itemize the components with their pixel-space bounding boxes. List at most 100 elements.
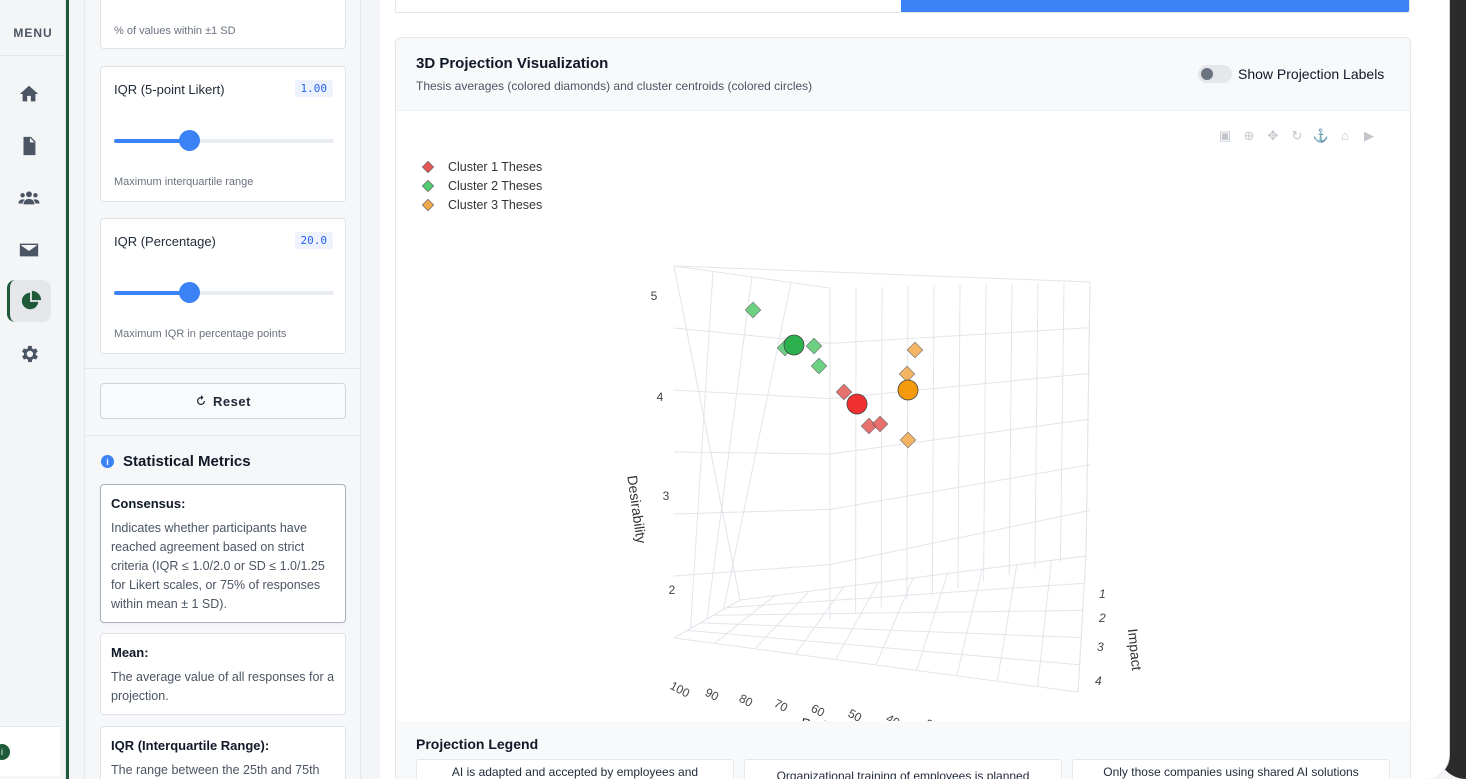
definition-title: Mean: [111,645,149,660]
divider [85,435,360,436]
nav-rail: MENU i [0,0,66,779]
toggle-label: Show Projection Labels [1238,66,1385,82]
grid-line [726,582,1085,609]
nav-users[interactable] [7,177,51,219]
plot-area[interactable]: 5432Desirability12345Impact1009080706050… [396,112,1410,748]
nav-analytics[interactable] [7,280,51,322]
iqr-likert-slider[interactable] [114,130,334,151]
settings-panel: % of values within ±1 SD IQR (5-point Li… [84,0,361,779]
home-icon [19,85,39,102]
x-tick-label: 80 [737,691,756,710]
cluster-centroid [783,334,805,356]
definition-title: IQR (Interquartile Range): [111,738,270,753]
x-tick-label: 100 [668,679,693,701]
scatter-3d-chart[interactable]: 5432Desirability12345Impact1009080706050… [396,112,1410,748]
y-tick-label: 4 [1095,674,1102,688]
legend-marker [421,179,435,193]
nav-home[interactable] [7,73,51,115]
video-camera-icon[interactable]: ▶ [1364,128,1374,143]
pie-chart-icon [21,290,41,310]
iqr-likert-title: IQR (5-point Likert) [114,82,225,97]
slider-fill [114,139,189,143]
iqr-percent-slider[interactable] [114,282,334,303]
y-tick-label: 1 [1099,587,1106,601]
panel-title: 3D Projection Visualization [416,55,609,72]
cluster-centroid [846,393,868,415]
z-tick-label: 5 [651,289,658,303]
rail-border [66,0,69,779]
grid-line [713,609,1083,616]
thesis-diamond [805,337,823,355]
nav-messages[interactable] [7,229,51,271]
definition-title: Consensus: [111,496,186,511]
orbit-rotation-icon[interactable]: ↻ [1291,128,1303,143]
x-tick-label: 70 [772,696,791,715]
slider-fill [114,291,189,295]
legend-card[interactable]: AI is adapted and accepted by employees … [416,759,734,779]
nav-settings[interactable] [7,333,51,375]
camera-icon[interactable]: ▣ [1218,128,1232,143]
thesis-diamond [835,383,853,401]
legend-card[interactable]: Only those companies using shared AI sol… [1072,759,1390,779]
definition-text: Indicates whether participants have reac… [111,521,325,611]
z-tick-label: 3 [663,489,670,503]
slider-handle[interactable] [178,282,200,303]
x-tick-label: 50 [846,706,865,722]
active-tab-indicator[interactable] [901,0,1409,12]
y-axis-title: Impact [1125,628,1145,672]
y-tick-label: 2 [1098,611,1106,625]
projection-labels-toggle[interactable]: Show Projection Labels [1198,65,1384,83]
grid-line [996,564,1018,682]
legend-marker [421,160,435,174]
zoom-icon[interactable]: ⊕ [1243,128,1255,143]
definition-text: The range between the 25th and 75th [111,763,320,777]
pan-icon[interactable]: ✥ [1267,128,1279,143]
grid-line [1077,555,1087,693]
iqr-percent-card: IQR (Percentage) 20.0 Maximum IQR in per… [100,218,346,354]
sd-criterion-card: % of values within ±1 SD [100,0,346,49]
thesis-diamond [860,417,878,435]
legend-card[interactable]: Organizational training of employees is … [744,759,1062,779]
iqr-definition: IQR (Interquartile Range): The range bet… [100,726,346,779]
sd-hint: % of values within ±1 SD [114,25,236,37]
z-tick-label: 4 [657,390,664,404]
mail-icon [19,243,39,257]
info-icon[interactable]: i [0,744,10,760]
y-tick-label: 3 [1097,640,1104,654]
nav-documents[interactable] [7,125,51,167]
slider-handle[interactable] [178,130,200,151]
menu-label[interactable]: MENU [0,10,66,56]
reset-button[interactable]: Reset [100,383,346,419]
grid-line [794,586,845,655]
reset-label: Reset [213,393,251,409]
divider [85,368,360,369]
document-icon [23,136,36,156]
rail-footer: i [0,726,60,776]
projection-legend: Projection Legend AI is adapted and acce… [396,721,1410,779]
grid-line [875,577,914,666]
panel-header: 3D Projection Visualization Thesis avera… [396,38,1410,111]
grid-line [673,599,741,639]
legend-entry: Cluster 2 Theses [448,179,542,193]
thesis-diamond [744,301,762,319]
grid-line [835,582,879,660]
iqr-percent-title: IQR (Percentage) [114,234,216,249]
grid-line [723,282,792,610]
iqr-likert-card: IQR (5-point Likert) 1.00 Maximum interq… [100,66,346,202]
definition-text: The average value of all responses for a… [111,670,335,703]
grid-line [673,418,1091,455]
grid-line [714,595,775,644]
scrollbar-track[interactable] [1426,0,1450,779]
toggle-switch[interactable] [1198,65,1232,83]
projection-panel: 3D Projection Visualization Thesis avera… [395,37,1411,779]
grid-line [915,573,949,671]
turntable-icon[interactable]: ⚓ [1312,128,1330,143]
grid-line [673,327,1091,344]
grid-line [956,569,983,676]
toggle-thumb [1198,65,1216,83]
reset-camera-home-icon[interactable]: ⌂ [1341,128,1349,143]
grid-line [673,509,1091,577]
legend-marker [421,198,435,212]
z-axis-title: Desirability [624,474,649,544]
legend-entry: Cluster 1 Theses [448,160,542,174]
